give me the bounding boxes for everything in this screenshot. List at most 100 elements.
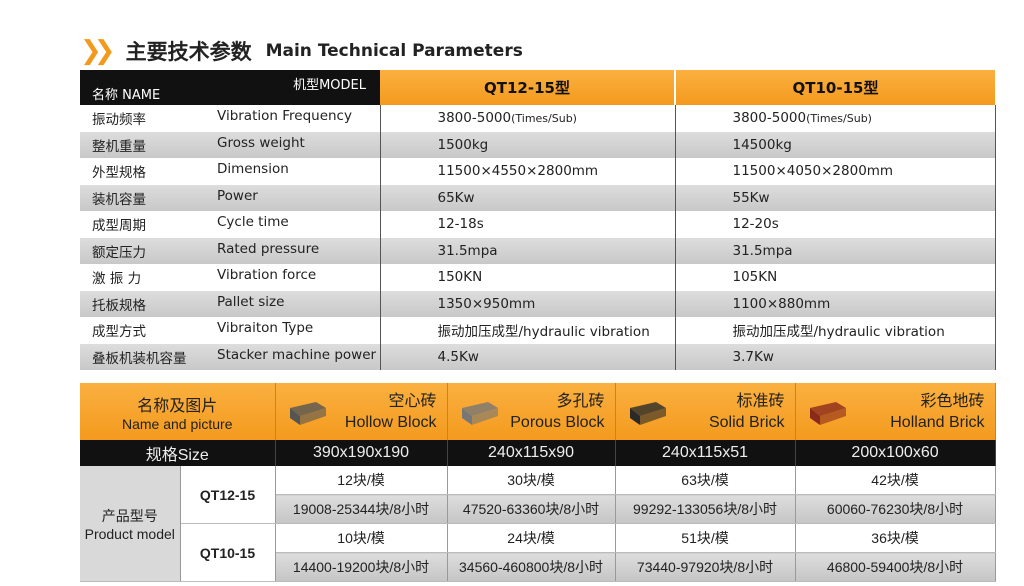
capacity-value: 99292-133056块/8小时 (615, 494, 796, 524)
table-row: 装机容量 Power 65Kw 55Kw (80, 184, 996, 211)
param-label: 叠板机装机容量 Stacker machine power (80, 343, 381, 370)
model-en: Product model (84, 525, 175, 542)
product-table: 名称及图片 Name and picture 空心砖 Hollow Block 多孔… (80, 383, 996, 582)
size-value: 240x115x51 (615, 440, 796, 466)
table-row: 成型方式 Vibraiton Type 振动加压成型/hydraulic vibra… (80, 317, 996, 344)
capacity-value: 24块/模 (447, 523, 616, 553)
brick-en: Hollow Block (344, 413, 437, 431)
name-picture-header: 名称及图片 Name and picture (80, 383, 276, 440)
param-value: 振动加压成型/hydraulic vibration (380, 317, 676, 344)
param-value: 31.5mpa (675, 237, 996, 264)
param-cn: 外型规格 (92, 165, 146, 182)
model-name: QT10-15 (180, 523, 276, 582)
param-value: 4.5Kw (380, 343, 676, 370)
holland-brick-icon (809, 401, 846, 425)
param-value: 1100×880mm (675, 290, 996, 317)
param-en: Pallet size (217, 293, 285, 310)
param-cn: 额定压力 (92, 244, 146, 261)
param-en: Power (217, 187, 258, 204)
capacity-value: 36块/模 (795, 523, 996, 553)
param-en: Cycle time (217, 214, 289, 231)
table-row: 外型规格 Dimension 11500×4550×2800mm 11500×4050… (80, 158, 996, 185)
value-text: 3.7Kw (732, 348, 774, 365)
param-en: Gross weight (217, 134, 305, 151)
value-text: 1100×880mm (732, 295, 831, 312)
title-cn: 主要技术参数 (125, 40, 252, 64)
value-text: 11500×4050×2800mm (732, 163, 894, 180)
value-text: 65Kw (437, 189, 475, 206)
param-value: 105KN (675, 264, 996, 291)
name-cn: 名称及图片 (137, 397, 218, 415)
title-en: Main Technical Parameters (265, 41, 523, 61)
brick-cn: 空心砖 (388, 392, 437, 410)
value-text: 1500kg (437, 136, 489, 153)
param-value: 3800-5000(Times/Sub) (380, 105, 676, 132)
column-qt10-15: QT10-15型 (675, 70, 995, 105)
param-value: 振动加压成型/hydraulic vibration (675, 317, 996, 344)
model-cn: 产品型号 (101, 507, 158, 524)
value-text: 振动加压成型/hydraulic vibration (437, 324, 650, 341)
value-unit: (Times/Sub) (806, 112, 872, 126)
model-name: QT12-15 (180, 466, 276, 524)
param-label: 外型规格 Dimension (80, 158, 381, 185)
brick-en: Holland Brick (890, 413, 985, 431)
size-value: 240x115x90 (447, 440, 616, 466)
capacity-value: 46800-59400块/8小时 (795, 552, 996, 582)
capacity-value: 30块/模 (447, 466, 616, 495)
table-row: 14400-19200块/8小时 34560-460800块/8小时 73440-9… (80, 552, 996, 582)
param-cn: 振动频率 (92, 112, 146, 129)
param-value: 11500×4050×2800mm (675, 158, 996, 185)
brick-en: Porous Block (510, 413, 605, 431)
capacity-value: 19008-25344块/8小时 (275, 494, 448, 524)
table-row: 额定压力 Rated pressure 31.5mpa 31.5mpa (80, 237, 996, 264)
capacity-value: 12块/模 (275, 466, 448, 495)
param-cn: 整机重量 (92, 138, 146, 155)
product-model-label: 产品型号 Product model (80, 466, 181, 582)
capacity-value: 73440-97920块/8小时 (615, 552, 796, 582)
param-en: Vibration Frequency (217, 108, 352, 125)
technical-parameters-table: 机型MODEL 名称 NAME QT12-15型 QT10-15型 振动频率 Vi… (80, 70, 996, 370)
value-text: 1350×950mm (437, 295, 536, 312)
brick-cn: 标准砖 (736, 392, 785, 410)
model-label: 机型MODEL (293, 78, 366, 93)
table-row: 整机重量 Gross weight 1500kg 14500kg (80, 131, 996, 158)
value-text: 31.5mpa (732, 242, 793, 259)
param-en: Vibraiton Type (217, 320, 314, 337)
param-value: 3.7Kw (675, 343, 996, 370)
name-label: 名称 NAME (92, 88, 161, 103)
table-row: 激 振 力 Vibration force 150KN 105KN (80, 264, 996, 291)
table-row: 托板规格 Pallet size 1350×950mm 1100×880mm (80, 290, 996, 317)
value-text: 3800-5000 (732, 110, 807, 127)
capacity-value: 63块/模 (615, 466, 796, 495)
section-title: ❯❯ 主要技术参数 Main Technical Parameters (80, 36, 523, 66)
brick-header: 多孔砖 Porous Block (447, 383, 616, 440)
param-value: 11500×4550×2800mm (380, 158, 676, 185)
param-value: 12-18s (380, 211, 676, 238)
capacity-value: 51块/模 (615, 523, 796, 553)
param-cn: 成型方式 (92, 324, 146, 341)
size-value: 200x100x60 (795, 440, 996, 466)
param-value: 1500kg (380, 131, 676, 158)
value-text: 4.5Kw (437, 348, 479, 365)
capacity-value: 34560-460800块/8小时 (447, 552, 616, 582)
table-row: QT10-15 10块/模 24块/模 51块/模 36块/模 (80, 523, 996, 582)
param-value: 65Kw (380, 184, 676, 211)
capacity-value: 10块/模 (275, 523, 448, 553)
value-text: 14500kg (732, 136, 792, 153)
value-text: 31.5mpa (437, 242, 498, 259)
value-text: 12-18s (437, 216, 484, 233)
table-row: 成型周期 Cycle time 12-18s 12-20s (80, 211, 996, 238)
header-name-model: 机型MODEL 名称 NAME (80, 70, 380, 105)
param-label: 成型周期 Cycle time (80, 211, 381, 238)
param-en: Stacker machine power (217, 346, 377, 363)
param-label: 整机重量 Gross weight (80, 131, 381, 158)
param-en: Dimension (217, 161, 289, 178)
capacity-value: 60060-76230块/8小时 (795, 494, 996, 524)
param-cn: 激 振 力 (92, 271, 142, 288)
brick-header: 空心砖 Hollow Block (275, 383, 448, 440)
size-label: 规格Size (80, 440, 276, 466)
brick-en: Solid Brick (708, 413, 785, 431)
value-text: 150KN (437, 269, 483, 286)
porous-block-icon (461, 401, 498, 425)
table-row: 19008-25344块/8小时 47520-63360块/8小时 99292-13… (80, 494, 996, 524)
